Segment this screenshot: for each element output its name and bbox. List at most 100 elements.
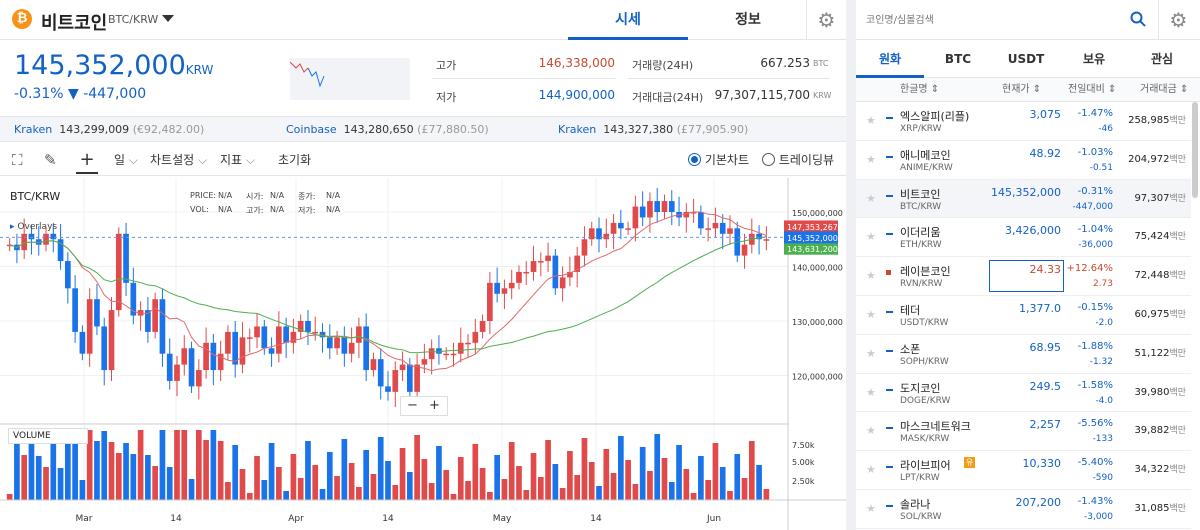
zoom-in-button[interactable]: + (429, 398, 440, 413)
volume-bar (639, 447, 646, 500)
tab-market[interactable]: 시세 (568, 0, 688, 40)
candle-body (101, 326, 108, 371)
col-change[interactable]: 전일대비 ⇕ (1068, 84, 1117, 95)
trend-marker-icon (886, 349, 893, 352)
favorite-star-icon[interactable]: ★ (866, 346, 876, 360)
coin-volume: 60,975백만 (1134, 309, 1186, 320)
coin-symbol: SOPH/KRW (900, 356, 949, 367)
period-select[interactable]: 일 ⌵ (114, 153, 138, 167)
indicators-select[interactable]: 지표 ⌵ (220, 153, 256, 167)
overlays-label[interactable]: ▸ Overlays (10, 222, 58, 232)
tab-info[interactable]: 정보 (735, 12, 761, 28)
draw-pencil-icon[interactable]: ✎ (44, 151, 57, 169)
volume-bar (319, 489, 326, 500)
candle-body (225, 331, 231, 354)
chart-settings-select[interactable]: 차트설정 ⌵ (150, 153, 208, 167)
col-name[interactable]: 한글명 ⇕ (900, 84, 940, 95)
candle-body (450, 353, 457, 356)
volume-bar (326, 452, 333, 500)
volume-bar (516, 466, 522, 500)
tradingview-radio[interactable]: 트레이딩뷰 (762, 144, 834, 176)
fullscreen-icon[interactable]: ⛶ (12, 151, 23, 169)
chart-panel: ₿ 비트코인 BTC/KRW 시세 정보 ⚙ 145,352,000KRW -0… (0, 0, 846, 530)
volume-bar (443, 470, 450, 500)
volume-bar (712, 443, 719, 500)
chart-symbol: BTC/KRW (10, 190, 61, 203)
tab-favorites[interactable]: 관심 (1150, 52, 1174, 66)
volume-bar (268, 443, 275, 500)
market-row[interactable]: ★ 애니메코인 ANIME/KRW 48.92 -1.03% -0.51 204,972백만 (856, 141, 1191, 180)
candle-body (210, 342, 217, 371)
col-price[interactable]: 현재가 ⇕ (1002, 84, 1042, 95)
coin-name: 마스크네트워크 (900, 420, 971, 434)
market-row[interactable]: ★ 테더 USDT/KRW 1,377.0 -0.15% -2.0 60,975백만 (856, 296, 1191, 335)
market-row[interactable]: ★ 엑스알피(리플) XRP/KRW 3,075 -1.47% -46 258,985백만 (856, 102, 1191, 141)
scrollbar[interactable] (1192, 102, 1198, 198)
market-tabs: 원화 BTC USDT 보유 관심 (856, 40, 1200, 78)
favorite-star-icon[interactable]: ★ (866, 152, 876, 166)
search-input[interactable] (866, 10, 1126, 30)
tab-holdings[interactable]: 보유 (1082, 52, 1106, 66)
col-volume[interactable]: 거래대금 ⇕ (1140, 84, 1189, 95)
volume-bar (348, 463, 355, 500)
volume-bar (472, 444, 479, 500)
volume-bar (239, 469, 246, 500)
favorite-star-icon[interactable]: ★ (866, 269, 876, 283)
reset-button[interactable]: 초기화 (278, 153, 312, 167)
market-row[interactable]: ★ 소폰 SOPH/KRW 68.95 -1.88% -1.32 51,122백만 (856, 335, 1191, 374)
volume-bar (719, 467, 726, 500)
market-row[interactable]: ★ 마스크네트워크 MASK/KRW 2,257 -5.56% -133 39,882백만 (856, 412, 1191, 452)
amount-unit: KRW (813, 91, 832, 100)
coin-volume: 258,985백만 (1128, 115, 1186, 126)
volume-bar (530, 453, 537, 500)
volume-bar (487, 492, 493, 500)
volume-bar (618, 436, 624, 500)
coin-change-pct: -0.31% (1077, 185, 1113, 197)
favorite-star-icon[interactable]: ★ (866, 385, 876, 399)
market-row[interactable]: ★ 레이븐코인 RVN/KRW 24.33 +12.64% 2.73 72,448백만 (856, 257, 1191, 296)
candle-body (756, 233, 762, 240)
coin-dropdown-icon[interactable] (162, 15, 174, 22)
favorite-star-icon[interactable]: ★ (866, 191, 876, 205)
candle-body (348, 342, 355, 354)
market-row[interactable]: ★ 도지코인 DOGE/KRW 249.5 -1.58% -4.0 39,980백만 (856, 374, 1191, 413)
volume-bar (297, 478, 304, 500)
amount-label: 거래대금(24H) (632, 91, 704, 104)
tab-krw[interactable]: 원화 (856, 40, 924, 78)
volume-bar (261, 480, 268, 500)
favorite-star-icon[interactable]: ★ (866, 502, 876, 515)
favorite-star-icon[interactable]: ★ (866, 424, 876, 438)
candle-body (283, 326, 289, 343)
coin-volume: 51,122백만 (1134, 347, 1186, 359)
coin-symbol: LPT/KRW (900, 473, 940, 484)
market-row[interactable]: ★ 비트코인 BTC/KRW 145,352,000 -0.31% -447,000 97,… (856, 179, 1191, 219)
trend-marker-icon (886, 505, 893, 507)
search-icon[interactable] (1130, 11, 1146, 27)
market-row[interactable]: ★ 솔라나 SOL/KRW 207,200 -1.43% -3,000 31,085백만 (856, 490, 1191, 529)
candle-body (195, 370, 202, 387)
low-label: 저가 (436, 91, 457, 104)
favorite-star-icon[interactable]: ★ (866, 230, 876, 244)
candle-body (632, 206, 639, 229)
market-row[interactable]: ★ 라이브피어 유 LPT/KRW 10,330 -5.40% -590 34,322백만 (856, 451, 1191, 490)
market-gear-icon[interactable]: ⚙ (1158, 0, 1198, 40)
coin-change-pct: -5.40% (1077, 457, 1113, 469)
coin-name: 이더리움 (900, 226, 941, 240)
favorite-star-icon[interactable]: ★ (866, 463, 876, 477)
zoom-out-button[interactable]: − (407, 398, 418, 413)
trend-marker-icon (886, 117, 893, 119)
crosshair-icon[interactable]: + (76, 144, 98, 174)
favorite-star-icon[interactable]: ★ (866, 308, 876, 321)
tab-btc[interactable]: BTC (944, 52, 972, 66)
coin-change-pct: -1.47% (1077, 108, 1113, 119)
basic-chart-radio[interactable]: 기본차트 (688, 144, 749, 176)
candle-body (232, 331, 239, 365)
price-chart[interactable]: 150,000,000 140,000,000 130,000,000 120,000… (0, 178, 846, 530)
gear-icon[interactable]: ⚙ (806, 0, 846, 40)
favorite-star-icon[interactable]: ★ (866, 114, 876, 127)
tab-usdt[interactable]: USDT (1007, 52, 1045, 66)
market-row[interactable]: ★ 이더리움 ETH/KRW 3,426,000 -1.04% -36,000 75,424… (856, 218, 1191, 258)
coin-change-diff: -2.0 (1095, 318, 1113, 328)
coin-price: 3,426,000 (1005, 224, 1061, 238)
coin-price: 3,075 (1029, 108, 1062, 121)
